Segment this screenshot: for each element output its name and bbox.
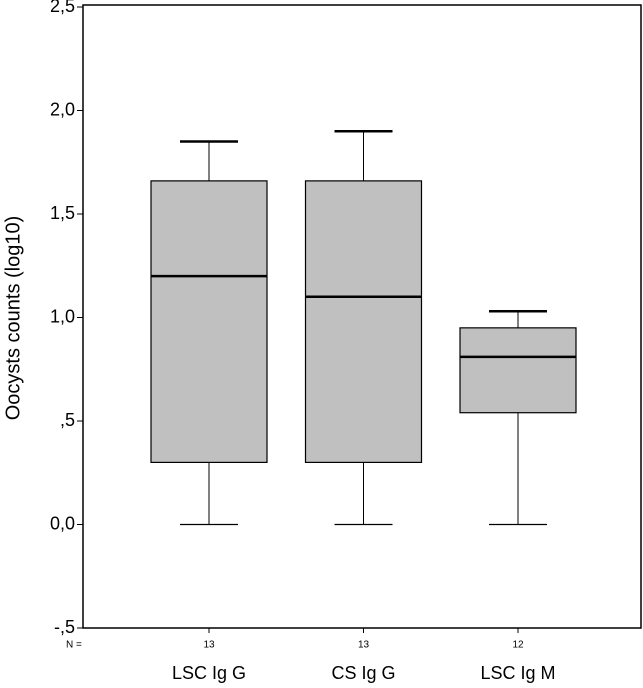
n-value: 12: [512, 640, 524, 651]
plot-frame: [82, 4, 642, 629]
box: [304, 180, 423, 463]
y-tick-label: 1,5: [50, 203, 75, 223]
x-tick-label: LSC Ig G: [172, 663, 246, 683]
n-label: N =: [66, 640, 82, 651]
box: [150, 180, 268, 463]
n-value: 13: [358, 640, 370, 651]
y-tick-label: 1,0: [50, 306, 75, 326]
x-tick-label: LSC Ig M: [480, 663, 555, 683]
y-tick-label: 2,0: [50, 99, 75, 119]
n-value: 13: [203, 640, 215, 651]
y-tick-label: -,5: [54, 617, 75, 637]
x-tick-label: CS Ig G: [331, 663, 395, 683]
box: [459, 327, 577, 414]
y-axis-label: Oocysts counts (log10): [2, 216, 24, 421]
y-tick-label: 2,5: [50, 0, 75, 16]
y-tick-label: ,5: [60, 410, 75, 430]
y-tick-label: 0,0: [50, 513, 75, 533]
